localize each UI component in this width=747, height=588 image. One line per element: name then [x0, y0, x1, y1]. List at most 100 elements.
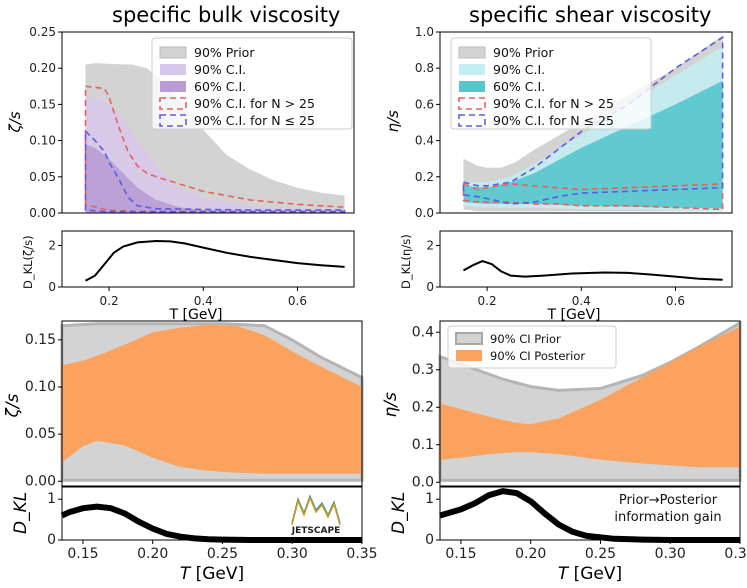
- ytick-label: 1: [47, 491, 56, 507]
- ytick-label: 0: [426, 280, 434, 294]
- info-gain-annotation-line1: Prior→Posterior: [619, 493, 718, 508]
- legend-swatch: [159, 97, 187, 110]
- bulk_bottom_dkl-panel: 0 1 0.15 0.20 0.25 0.30 0.35 T [GeV] D_KL JETSCAP…: [11, 486, 378, 584]
- xtick-label: 0.15: [67, 546, 98, 562]
- xtick-label: 0.2: [478, 294, 497, 308]
- plot-layer: 0.000.050.100.150.200.25ζ/s90% Prior90% …: [3, 25, 747, 584]
- y-axis-label: D_KL: [389, 492, 409, 534]
- legend-label: 90% CI Posterior: [490, 349, 585, 363]
- ci60-band: [463, 80, 723, 209]
- xtick-label: 0.30: [655, 546, 686, 562]
- y-axis-label: D_KL: [11, 492, 31, 534]
- y-axis-label: D_KL(ζ/s): [21, 235, 35, 289]
- bulk_top-panel: 0.000.050.100.150.200.25ζ/s90% Prior90% …: [6, 25, 355, 220]
- ytick-label: 0.20: [29, 61, 56, 75]
- legend-swatch: [456, 350, 482, 361]
- legend-label: 90% C.I. for N > 25: [194, 96, 315, 111]
- shear_bottom_dkl-panel: 0 1 0.15 0.20 0.25 0.30 0.35 T [GeV] D_KL Prior→P…: [389, 486, 747, 584]
- ytick-label: 0.0: [412, 474, 434, 490]
- bulk_bottom-panel: 0.00 0.05 0.10 0.15 ζ/s: [3, 320, 364, 489]
- legend-swatch: [458, 97, 486, 110]
- y-axis-label: D_KL(η/s): [399, 234, 413, 289]
- bulk_bottom_dkl-frame: [61, 486, 363, 541]
- ytick-label: 2: [48, 239, 56, 253]
- ytick-label: 0.0: [415, 206, 434, 220]
- posterior-band: [440, 326, 740, 468]
- xtick-label: 0.20: [137, 546, 168, 562]
- ytick-label: 0.25: [29, 25, 56, 39]
- bulk_top-frame: [61, 31, 355, 214]
- bulk_bottom-frame: [61, 320, 363, 487]
- xtick-label: 0.30: [277, 546, 308, 562]
- legend: 90% Prior 90% C.I. 60% C.I. 90% C.I. for N …: [151, 37, 353, 130]
- xtick-label: 0.4: [572, 294, 591, 308]
- x-axis-label: T [GeV]: [547, 307, 601, 323]
- legend-label: 90% C.I. for N > 25: [493, 96, 614, 111]
- legend-label: 60% C.I.: [493, 79, 545, 94]
- legend-box: [450, 37, 652, 130]
- legend-swatch: [159, 114, 187, 127]
- legend-label: 90% C.I. for N ≤ 25: [493, 113, 614, 128]
- shear_bottom_dkl-frame: [439, 486, 741, 541]
- ytick-label: 0.2: [412, 399, 434, 415]
- ci90-n-le-25-band: [462, 35, 724, 205]
- legend-box: [447, 325, 617, 369]
- posterior-band: [62, 324, 362, 474]
- ytick-label: 0.8: [415, 61, 434, 75]
- xtick-label: 0.25: [207, 546, 238, 562]
- legend-label: 90% C.I.: [194, 62, 246, 77]
- ytick-label: 1.0: [415, 25, 434, 39]
- shear_top-frame: [439, 31, 733, 214]
- ytick-label: 0: [425, 532, 434, 548]
- info-gain-annotation-line2: information gain: [614, 510, 721, 525]
- y-axis-label: η/s: [384, 110, 402, 133]
- legend-swatch: [455, 332, 483, 345]
- bulk_dkl-panel: 0 2 0.2 0.4 0.6 T [GeV] D_KL(ζ/s): [21, 230, 355, 323]
- legend-swatch: [459, 81, 485, 92]
- xtick-label: 0.6: [666, 294, 685, 308]
- dkl-line: [439, 488, 740, 543]
- legend-label: 60% C.I.: [194, 79, 246, 94]
- ytick-label: 0.00: [29, 206, 56, 220]
- ci90-n-le-25-band: [84, 129, 346, 213]
- ytick-label: 0.4: [412, 324, 434, 340]
- legend-swatch: [458, 46, 486, 59]
- logo-stroke: [291, 494, 341, 524]
- shear_dkl-panel: 0 2 0.2 0.4 0.6 T [GeV] D_KL(η/s): [399, 230, 733, 323]
- xtick-label: 0.20: [515, 546, 546, 562]
- ytick-label: 0.1: [412, 437, 434, 453]
- legend-label: 90% CI Prior: [490, 332, 561, 346]
- ytick-label: 0.15: [25, 332, 56, 348]
- legend-label: 90% Prior: [493, 45, 554, 60]
- y-axis-label: η/s: [381, 392, 401, 418]
- xtick-label: 0.35: [724, 546, 747, 562]
- ci60-band: [85, 144, 345, 213]
- ytick-label: 0.15: [29, 97, 56, 111]
- y-axis-label: ζ/s: [6, 111, 24, 133]
- xtick-label: 0.15: [445, 546, 476, 562]
- ytick-label: 0.4: [415, 134, 434, 148]
- x-axis-label: T [GeV]: [558, 564, 622, 584]
- logo-text: JETSCAPE: [291, 526, 340, 536]
- xtick-label: 0.6: [288, 294, 307, 308]
- legend-label: 90% Prior: [194, 45, 255, 60]
- xtick-label: 0.4: [194, 294, 213, 308]
- ytick-label: 0.05: [29, 170, 56, 184]
- legend-swatch: [160, 64, 186, 75]
- ytick-label: 0.10: [29, 134, 56, 148]
- x-axis-label-unit: [GeV]: [568, 564, 622, 584]
- legend-label: 90% C.I. for N ≤ 25: [194, 113, 315, 128]
- ytick-label: 0: [48, 280, 56, 294]
- dkl-line: [463, 260, 723, 281]
- ytick-label: 1: [425, 491, 434, 507]
- y-axis-label: ζ/s: [3, 394, 23, 419]
- xtick-label: 0.2: [100, 294, 119, 308]
- dkl-line: [85, 239, 345, 282]
- bulk_dkl-frame: [61, 230, 355, 288]
- legend: 90% CI Prior 90% CI Posterior: [447, 325, 617, 369]
- ytick-label: 0.00: [25, 473, 56, 489]
- ytick-label: 0.05: [25, 426, 56, 442]
- legend-swatch: [159, 46, 187, 59]
- ci90-band: [85, 97, 345, 213]
- legend: 90% Prior 90% C.I. 60% C.I. 90% C.I. for N …: [450, 37, 652, 130]
